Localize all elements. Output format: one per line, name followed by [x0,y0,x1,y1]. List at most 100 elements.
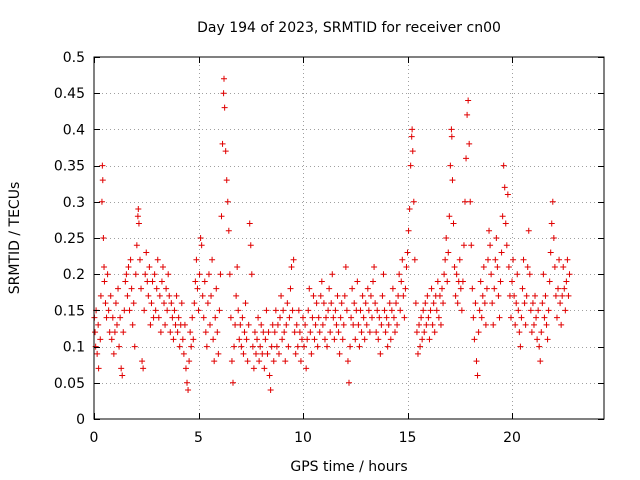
data-point [384,343,391,350]
data-point [207,321,214,328]
data-point [304,336,311,343]
data-point [513,300,520,307]
data-point [470,314,477,321]
data-point [222,148,229,155]
data-point [357,307,364,314]
data-point [466,140,473,147]
data-point [240,350,247,357]
data-point [517,343,524,350]
data-point [260,329,267,336]
data-point [566,271,573,278]
data-point [361,336,368,343]
data-point [417,343,424,350]
data-point [184,379,191,386]
data-point [381,307,388,314]
data-point [346,379,352,386]
data-point [532,292,539,299]
data-point [375,336,382,343]
data-point [301,343,308,350]
data-point [149,278,156,285]
data-point [565,292,572,299]
data-point [236,336,243,343]
data-point [262,336,269,343]
data-point [134,213,141,220]
data-point [105,307,112,314]
data-point [310,292,317,299]
data-point [303,365,310,372]
data-point [259,350,266,357]
data-point [547,249,554,256]
data-point [107,292,114,299]
data-point [182,365,189,372]
data-point [289,307,296,314]
data-point [495,292,502,299]
data-point [197,235,204,241]
data-point [456,256,463,263]
data-point [254,336,261,343]
data-point [467,198,474,205]
data-point [264,350,271,357]
data-point [460,242,467,249]
data-point [239,314,246,321]
data-point [380,271,387,278]
data-point [343,307,350,314]
data-point [175,314,182,321]
data-point [422,300,429,307]
data-point [429,321,436,328]
data-point [233,292,240,299]
data-point [151,271,158,278]
data-point [321,336,328,343]
data-point [527,307,534,314]
data-point [544,336,551,343]
data-point [337,314,344,321]
data-point [229,379,236,386]
data-point [165,271,172,278]
data-point [97,336,104,343]
data-point [526,271,533,278]
data-point [509,278,516,285]
data-point [398,278,405,285]
data-point [314,343,321,350]
data-point [103,314,110,321]
data-point [199,292,206,299]
data-point [311,336,318,343]
data-point [424,292,431,299]
data-point [336,350,343,357]
data-point [530,321,537,328]
data-point [442,256,449,263]
data-point [268,343,275,350]
data-point [148,300,155,307]
data-point [270,358,277,365]
data-point [102,300,109,307]
data-point [138,285,145,292]
data-point [150,314,157,321]
data-point [293,321,300,328]
data-point [210,336,217,343]
data-point [171,307,178,314]
data-point [205,271,212,278]
data-point [128,285,135,292]
data-point [378,321,385,328]
data-point [323,314,330,321]
data-point [492,256,499,263]
y-tick-label: 0.2 [63,267,85,283]
data-point [231,343,238,350]
data-point [194,285,201,292]
x-tick-label: 20 [503,430,521,446]
data-point [382,329,389,336]
data-point [124,292,131,299]
data-point [244,358,251,365]
data-point [123,271,130,278]
data-point [203,343,210,350]
data-point [327,329,334,336]
data-point [318,278,325,285]
data-point [224,198,231,205]
data-point [347,343,354,350]
data-point [247,242,254,249]
data-point [125,263,132,270]
data-point [493,235,500,241]
data-point [448,126,455,133]
data-point [338,300,345,307]
data-point [126,307,133,314]
data-point [490,321,497,328]
